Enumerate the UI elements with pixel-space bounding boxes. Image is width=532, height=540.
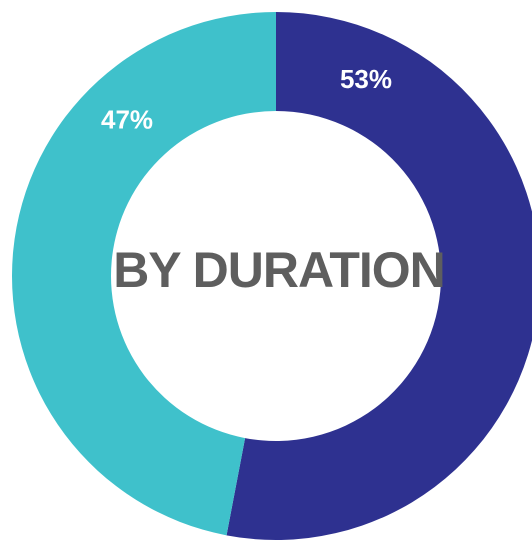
chart-slices: [11, 12, 532, 540]
chart-slice-labels: 53% 47%: [101, 64, 392, 134]
pie-slice-1: [11, 12, 277, 536]
chart-title: BY DURATION: [113, 242, 445, 298]
pie-slice-0: [226, 12, 532, 540]
pie-slice-label-0: 53%: [340, 64, 392, 94]
pie-slice-label-1: 47%: [101, 105, 153, 135]
